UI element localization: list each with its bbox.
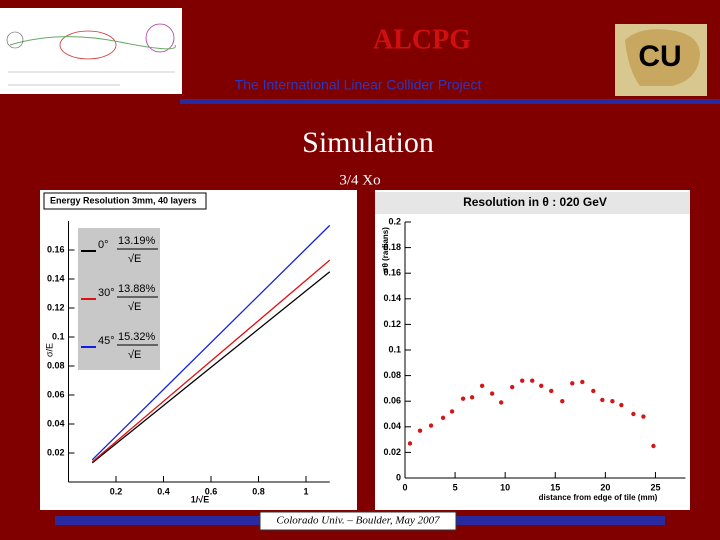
data-point [600,397,605,403]
y-tick-label: 0.2 [388,216,401,226]
y-tick-label: 0.02 [47,447,65,457]
data-point [539,383,544,389]
legend-label: 0° [98,239,109,251]
data-point [489,391,495,396]
data-point [619,402,624,408]
header-title: ALCPG [373,24,471,55]
annotation-denominator: √E [128,301,141,313]
data-point [651,443,656,449]
y-axis-label: σ/E [44,343,54,357]
data-point [417,428,423,433]
annotation: 13.88% [118,283,156,295]
x-tick-label: 1 [303,486,308,496]
legend-label: 30° [98,287,115,299]
y-axis-label: σθ (radians) [381,227,390,273]
y-tick-label: 0.02 [383,447,401,457]
data-point [440,415,446,421]
x-tick-label: 10 [500,482,510,492]
title-box [43,192,207,210]
title-bar [375,192,690,214]
y-tick-label: 0.1 [388,344,401,354]
cu-logo: CU [615,24,707,96]
x-tick-label: 0.8 [252,486,265,496]
y-tick-label: 0.12 [383,319,401,329]
logo-text: CU [638,40,681,73]
y-tick-label: 0 [396,472,401,482]
y-tick-label: 0.16 [383,268,401,278]
annotation: 15.32% [118,331,156,343]
x-tick-label: 20 [600,482,610,492]
y-tick-label: 0.14 [47,273,65,283]
y-tick-label: 0.06 [47,389,65,399]
y-tick-label: 0.04 [47,418,65,428]
x-tick-label: 0.2 [110,486,123,496]
y-tick-label: 0.14 [383,293,401,303]
x-tick-label: 0 [402,482,407,492]
series-line [91,259,331,463]
data-point [549,388,554,394]
y-tick-label: 0.04 [383,421,401,431]
ilc-thumbnail [0,8,182,94]
slide-subtitle: 3/4 Xo [339,172,380,188]
y-tick-label: 0.1 [52,331,65,341]
data-point [591,388,596,394]
y-tick-label: 0.08 [47,360,65,370]
header-rule [180,99,720,104]
data-point [449,409,455,414]
footer: Colorado Univ. – Boulder, May 2007 [276,515,440,527]
data-point [641,414,646,419]
data-point [469,395,475,400]
series-line [91,271,331,464]
y-tick-label: 0.18 [383,242,401,252]
annotation-denominator: √E [128,253,141,265]
y-tick-label: 0.08 [383,370,401,380]
x-tick-label: 15 [550,482,560,492]
data-point [580,379,585,385]
footer-box [259,511,457,531]
data-point [560,399,565,404]
header-subtitle: The International Linear Collider Projec… [235,77,482,93]
data-point [530,378,535,383]
chart-title: Resolution in θ : 020 GeV [463,195,607,209]
annotation: 13.19% [118,235,156,247]
data-point [460,396,466,401]
x-tick-label: 0.6 [205,486,218,496]
data-point [509,384,515,390]
slide-title: Simulation [302,126,434,159]
data-point [407,441,413,446]
data-point [570,381,575,386]
data-point [498,400,504,405]
data-point [520,378,525,383]
data-point [479,383,485,389]
data-point [428,423,434,428]
x-tick-label: 5 [453,482,458,492]
chart-title: Energy Resolution 3mm, 40 layers [50,195,197,205]
x-tick-label: 0.4 [157,486,170,496]
x-axis-label: distance from edge of tile (mm) [539,493,658,502]
legend-label: 45° [98,335,115,347]
x-axis-label: 1/√E [191,494,209,504]
annotation-denominator: √E [128,349,141,361]
y-tick-label: 0.16 [47,244,65,254]
chart-panel [375,190,690,510]
y-tick-label: 0.12 [47,302,65,312]
x-tick-label: 25 [650,482,660,492]
series-line [91,224,331,461]
data-point [631,411,636,417]
data-point [610,399,615,404]
y-tick-label: 0.06 [383,396,401,406]
